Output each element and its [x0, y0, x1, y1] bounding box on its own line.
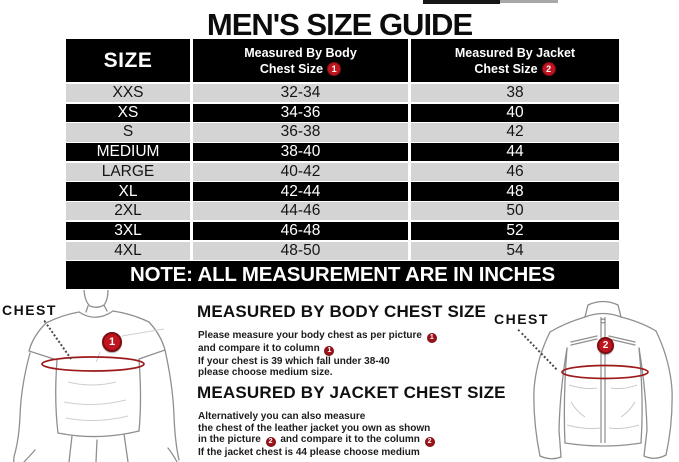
cell-body-chest: 48-50 [193, 241, 408, 260]
table-row: LARGE 40-42 46 [66, 162, 619, 181]
cell-size: 2XL [66, 202, 190, 221]
body-chest-heading: MEASURED BY BODY CHEST SIZE [197, 302, 487, 321]
cell-size: MEDIUM [66, 143, 190, 162]
cell-body-chest: 42-44 [193, 182, 408, 201]
cell-jacket-chest: 54 [411, 241, 619, 260]
cell-jacket-chest: 46 [411, 162, 619, 181]
badge-2-icon: 2 [265, 436, 276, 447]
cell-jacket-chest: 52 [411, 221, 619, 240]
jacket-chest-instructions: Alternatively you can also measure the c… [198, 411, 508, 458]
jacket-chest-badge-2: 2 [597, 337, 614, 354]
cell-body-chest: 38-40 [193, 143, 408, 162]
cell-body-chest: 44-46 [193, 202, 408, 221]
header-size: SIZE [66, 39, 190, 82]
header-body-chest: Measured By Body Chest Size 1 [193, 39, 408, 82]
chest-label-right: CHEST [494, 311, 549, 327]
cell-jacket-chest: 50 [411, 202, 619, 221]
cell-size: S [66, 123, 190, 142]
cell-body-chest: 36-38 [193, 123, 408, 142]
cell-size: 3XL [66, 221, 190, 240]
cell-body-chest: 34-36 [193, 103, 408, 122]
jacket-instr-line3: in the picture 2 and compare it to the c… [198, 434, 508, 447]
table-header-row: SIZE Measured By Body Chest Size 1 Measu… [66, 39, 619, 82]
badge-2-icon: 2 [541, 61, 556, 76]
body-chest-instructions: Please measure your body chest as per pi… [198, 330, 508, 379]
jacket-instr-line1: Alternatively you can also measure [198, 411, 366, 422]
size-table: SIZE Measured By Body Chest Size 1 Measu… [66, 39, 619, 290]
body-instr-line3: If your chest is 39 which fall under 38-… [198, 355, 390, 367]
body-shirt-illustration [13, 290, 180, 462]
cell-jacket-chest: 38 [411, 84, 619, 103]
badge-2-icon: 2 [424, 436, 435, 447]
header-body-chest-line2: Chest Size [259, 61, 324, 76]
top-crop-artifact-dark [423, 0, 500, 4]
jacket-instr-line4: If the jacket chest is 44 please choose … [198, 446, 420, 458]
badge-1-icon: 1 [327, 61, 342, 76]
table-row: MEDIUM 38-40 44 [66, 143, 619, 162]
table-row: XXS 32-34 38 [66, 84, 619, 103]
cell-body-chest: 40-42 [193, 162, 408, 181]
table-row: 2XL 44-46 50 [66, 202, 619, 221]
cell-jacket-chest: 48 [411, 182, 619, 201]
header-body-chest-line1: Measured By Body [244, 45, 357, 60]
table-row: XS 34-36 40 [66, 103, 619, 122]
jacket-illustration [533, 300, 673, 460]
body-instr-line2: and compare it to column 1 [198, 343, 508, 356]
cell-jacket-chest: 44 [411, 143, 619, 162]
badge-1-icon: 1 [426, 332, 437, 343]
chest-label-left: CHEST [2, 302, 57, 318]
header-jacket-chest-line2: Chest Size [474, 61, 538, 76]
cell-jacket-chest: 40 [411, 103, 619, 122]
jacket-instr-line2: the chest of the leather jacket you own … [198, 422, 431, 434]
table-row: XL 42-44 48 [66, 182, 619, 201]
cell-body-chest: 32-34 [193, 84, 408, 103]
header-jacket-chest-line1: Measured By Jacket [454, 45, 576, 60]
body-instr-line4: please choose medium size. [198, 367, 333, 378]
cell-size: LARGE [66, 162, 190, 181]
jacket-chest-heading: MEASURED BY JACKET CHEST SIZE [197, 383, 506, 402]
table-row: S 36-38 42 [66, 123, 619, 142]
cell-size: XL [66, 182, 190, 201]
cell-jacket-chest: 42 [411, 123, 619, 142]
page-title: MEN'S SIZE GUIDE [206, 7, 473, 42]
cell-size: 4XL [66, 241, 190, 260]
table-row: 3XL 46-48 52 [66, 221, 619, 240]
cell-size: XXS [66, 84, 190, 103]
badge-1-icon: 1 [324, 345, 335, 356]
header-jacket-chest: Measured By Jacket Chest Size 2 [411, 39, 619, 82]
body-instr-line1: Please measure your body chest as per pi… [198, 330, 508, 343]
cell-size: XS [66, 103, 190, 122]
cell-body-chest: 46-48 [193, 221, 408, 240]
shirt-chest-badge-1: 1 [102, 332, 122, 352]
table-row: 4XL 48-50 54 [66, 241, 619, 260]
note-bar: NOTE: ALL MEASUREMENT ARE IN INCHES [66, 261, 619, 290]
top-crop-artifact-light [500, 0, 558, 3]
